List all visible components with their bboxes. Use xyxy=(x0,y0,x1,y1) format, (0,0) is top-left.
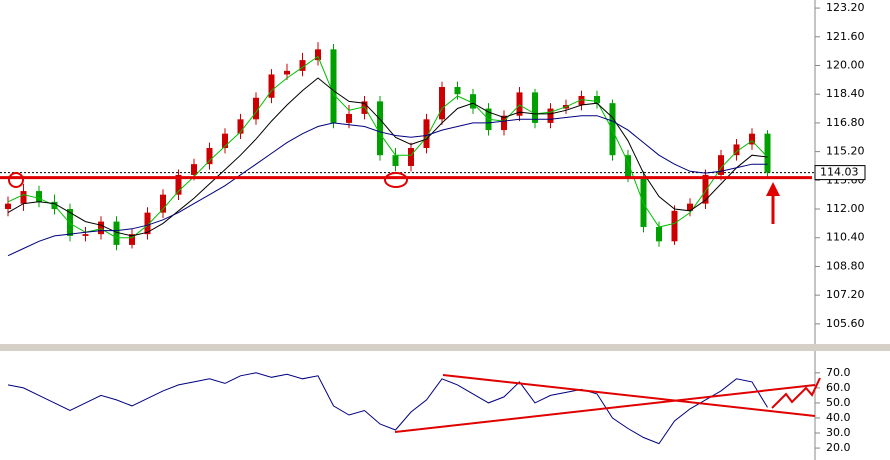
last-price-box xyxy=(814,165,866,181)
candle-body xyxy=(206,148,213,165)
candle-body xyxy=(656,226,662,242)
y-tick-label: 118.40 xyxy=(826,87,865,100)
y-tick-label: 121.60 xyxy=(826,30,865,43)
candle-body xyxy=(377,101,383,156)
y-tick-label: 70.0 xyxy=(826,366,851,379)
candle-body xyxy=(237,119,244,134)
candle-body xyxy=(439,87,445,120)
last-price-label: 114.03 xyxy=(820,166,859,179)
candle-body xyxy=(222,133,228,149)
candle-body xyxy=(516,92,523,116)
moving-average xyxy=(7,115,768,257)
candle-body xyxy=(749,133,755,145)
candle-body xyxy=(191,164,197,175)
candle-body xyxy=(392,155,399,166)
y-tick-label: 112.00 xyxy=(826,202,865,215)
candle-body xyxy=(578,95,585,105)
candle-body xyxy=(547,108,554,123)
candle-body xyxy=(315,49,321,61)
candle-body xyxy=(98,221,104,235)
candle-body xyxy=(423,119,430,149)
candle-body xyxy=(36,191,42,202)
rsi-line xyxy=(7,372,768,445)
rsi-panel: 20.0 30.0 40.0 50.0 60.0 70.0 xyxy=(7,366,851,454)
candle-body xyxy=(144,212,151,235)
candle-body xyxy=(594,95,600,104)
candle-body xyxy=(67,209,73,236)
moving-average xyxy=(7,55,768,239)
annotations xyxy=(8,172,821,433)
candle-body xyxy=(671,210,678,242)
candle-body xyxy=(253,97,259,120)
y-tick-label: 116.80 xyxy=(826,116,865,129)
panel-separator xyxy=(0,344,890,351)
candle-body xyxy=(470,94,476,109)
y-tick-label: 120.00 xyxy=(826,58,865,71)
candle-body xyxy=(299,60,306,71)
trend-line xyxy=(394,384,816,433)
candle-body xyxy=(113,221,120,245)
marker-circle xyxy=(384,172,408,188)
candle-body xyxy=(625,155,631,177)
y-tick-label: 50.0 xyxy=(826,396,851,409)
y-tick-label: 108.80 xyxy=(826,259,865,272)
moving-average xyxy=(7,77,768,237)
candle-body xyxy=(454,87,461,95)
trend-line xyxy=(442,374,816,417)
y-tick-label: 115.20 xyxy=(826,145,865,158)
marker-circle xyxy=(8,172,24,188)
candle-body xyxy=(687,203,693,211)
y-tick-label: 123.20 xyxy=(826,1,865,14)
candle-body xyxy=(20,191,27,204)
candle-body xyxy=(702,174,709,204)
candle-body xyxy=(268,74,275,98)
candle-body xyxy=(175,174,182,195)
y-tick-label: 60.0 xyxy=(826,381,851,394)
trend-sketch xyxy=(771,377,821,409)
candle-body xyxy=(129,234,135,245)
y-tick-label: 105.60 xyxy=(826,317,865,330)
y-tick-label: 30.0 xyxy=(826,426,851,439)
price-panel: 105.60107.20108.80110.40112.00113.60115.… xyxy=(0,1,866,330)
arrow-head xyxy=(766,182,780,196)
candle-body xyxy=(330,49,337,123)
candle-body xyxy=(733,144,740,156)
candle-body xyxy=(5,203,11,210)
candle-body xyxy=(82,234,89,236)
candle-body xyxy=(640,176,647,227)
candle-body xyxy=(532,92,538,123)
y-tick-label: 107.20 xyxy=(826,288,865,301)
y-tick-label: 20.0 xyxy=(826,441,851,454)
candle-body xyxy=(160,194,166,213)
candle-body xyxy=(764,133,771,173)
candle-body xyxy=(501,115,507,131)
candle-body xyxy=(284,70,290,75)
candle-body xyxy=(718,155,724,175)
candle-body xyxy=(346,113,352,123)
candle-body xyxy=(408,148,414,166)
y-tick-label: 110.40 xyxy=(826,231,865,244)
y-tick-label: 40.0 xyxy=(826,411,851,424)
